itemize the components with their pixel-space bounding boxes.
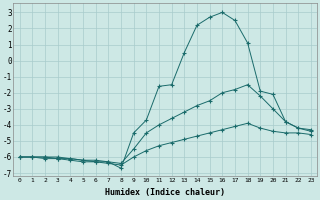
X-axis label: Humidex (Indice chaleur): Humidex (Indice chaleur): [105, 188, 225, 197]
